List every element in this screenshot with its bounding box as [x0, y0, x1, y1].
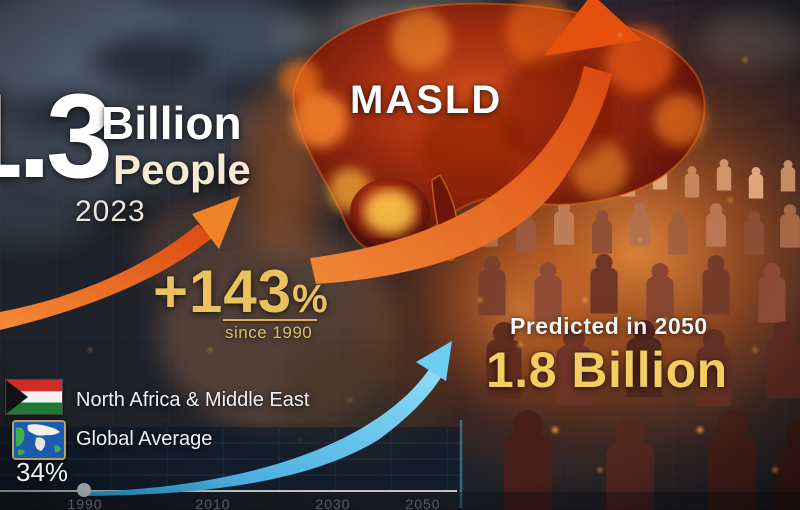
- x-axis-tick: 2030: [315, 496, 351, 510]
- prediction-label: Predicted in 2050: [510, 313, 708, 339]
- growth-value: +143: [153, 258, 293, 325]
- north-africa-middle-east-flag-icon: [5, 379, 63, 415]
- disease-title: MASLD: [350, 78, 503, 122]
- percent-sign: %: [292, 277, 328, 321]
- globe-icon: [12, 420, 66, 460]
- current-year: 2023: [75, 195, 146, 228]
- growth-underline: [223, 319, 317, 321]
- x-axis-tick: 2010: [195, 496, 231, 510]
- chart-start-value: 34%: [16, 457, 69, 487]
- current-label: People: [113, 146, 251, 193]
- x-axis: 1990 2010 2030 2050: [0, 496, 462, 510]
- x-axis-tick: 1990: [67, 496, 103, 510]
- legend-item-global: Global Average: [76, 428, 213, 450]
- x-axis-tick: 2050: [405, 496, 441, 510]
- growth-caption: since 1990: [225, 323, 313, 342]
- growth-percentage: +143%: [153, 262, 328, 322]
- prediction-value: 1.8 Billion: [486, 342, 728, 398]
- current-value: 1.3: [0, 69, 113, 203]
- current-unit: Billion: [101, 97, 242, 149]
- legend-item-region: North Africa & Middle East: [76, 389, 310, 411]
